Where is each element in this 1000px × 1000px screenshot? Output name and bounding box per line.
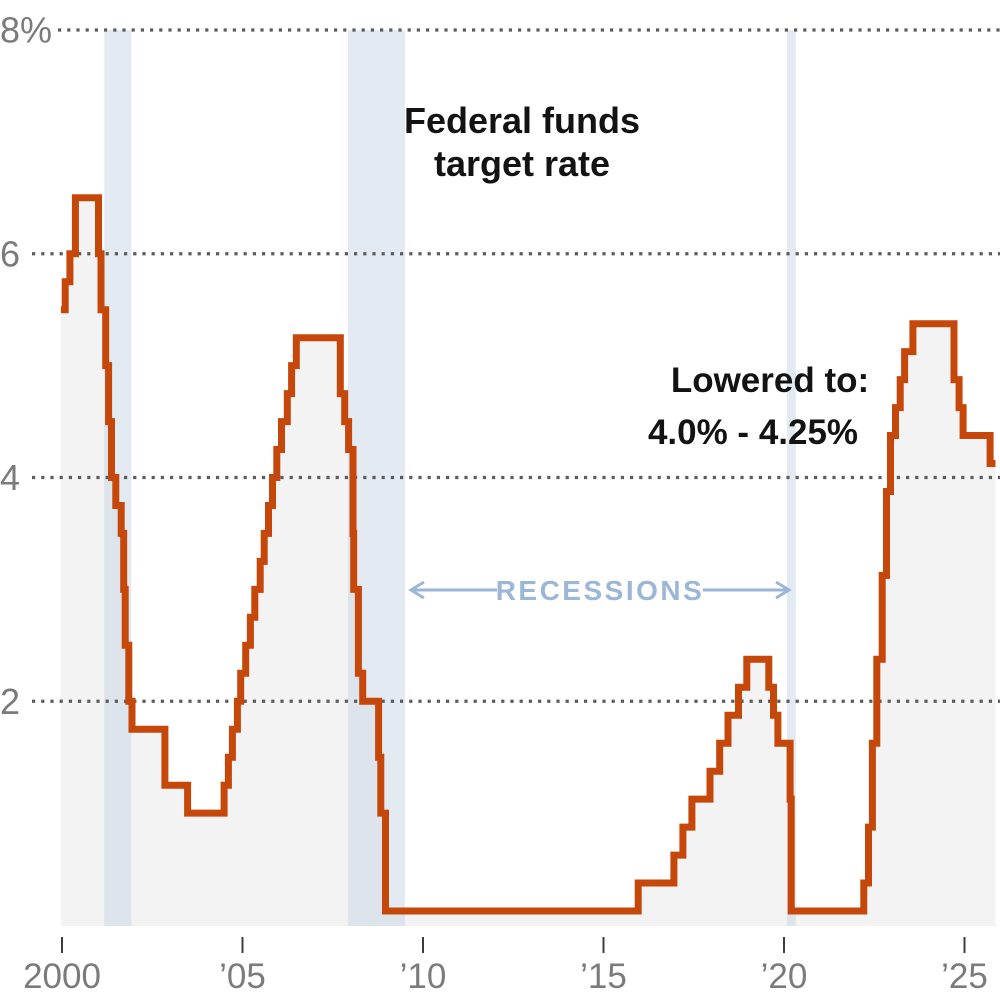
recessions-label: RECESSIONS <box>496 575 705 606</box>
annotation-line-1: Lowered to: <box>671 361 869 400</box>
recession-band <box>347 30 405 926</box>
rate-line <box>60 194 996 915</box>
annotation-line-2: 4.0% - 4.25% <box>648 413 858 452</box>
y-axis-label: 8% <box>0 10 52 51</box>
rate-area <box>60 197 996 927</box>
y-axis-label: 4 <box>0 457 20 498</box>
lowered-to-annotation: Lowered to: 4.0% - 4.25% <box>648 361 869 452</box>
chart-title-line-2: target rate <box>434 143 610 184</box>
y-axis: 8% 6 4 2 <box>0 10 52 722</box>
recession-band <box>786 30 796 926</box>
recessions-left-arrow-icon <box>408 580 497 600</box>
y-axis-label: 2 <box>0 681 20 722</box>
recessions-annotation: RECESSIONS <box>408 575 792 606</box>
x-axis-label: ’10 <box>400 957 447 996</box>
recession-bands <box>104 30 796 926</box>
chart-title-line-1: Federal funds <box>404 100 640 141</box>
x-axis-label: ’20 <box>761 957 808 996</box>
x-axis-label: 2000 <box>23 957 101 996</box>
gridlines <box>32 28 1000 703</box>
x-axis-label: ’15 <box>580 957 627 996</box>
y-axis-label: 6 <box>0 233 20 274</box>
x-axis-label: ’25 <box>941 957 988 996</box>
recessions-right-arrow-icon <box>703 580 792 600</box>
chart-title: Federal funds target rate <box>404 100 640 184</box>
x-axis-label: ’05 <box>219 957 266 996</box>
x-axis: 2000 ’05 ’10 ’15 ’20 ’25 <box>23 937 988 996</box>
